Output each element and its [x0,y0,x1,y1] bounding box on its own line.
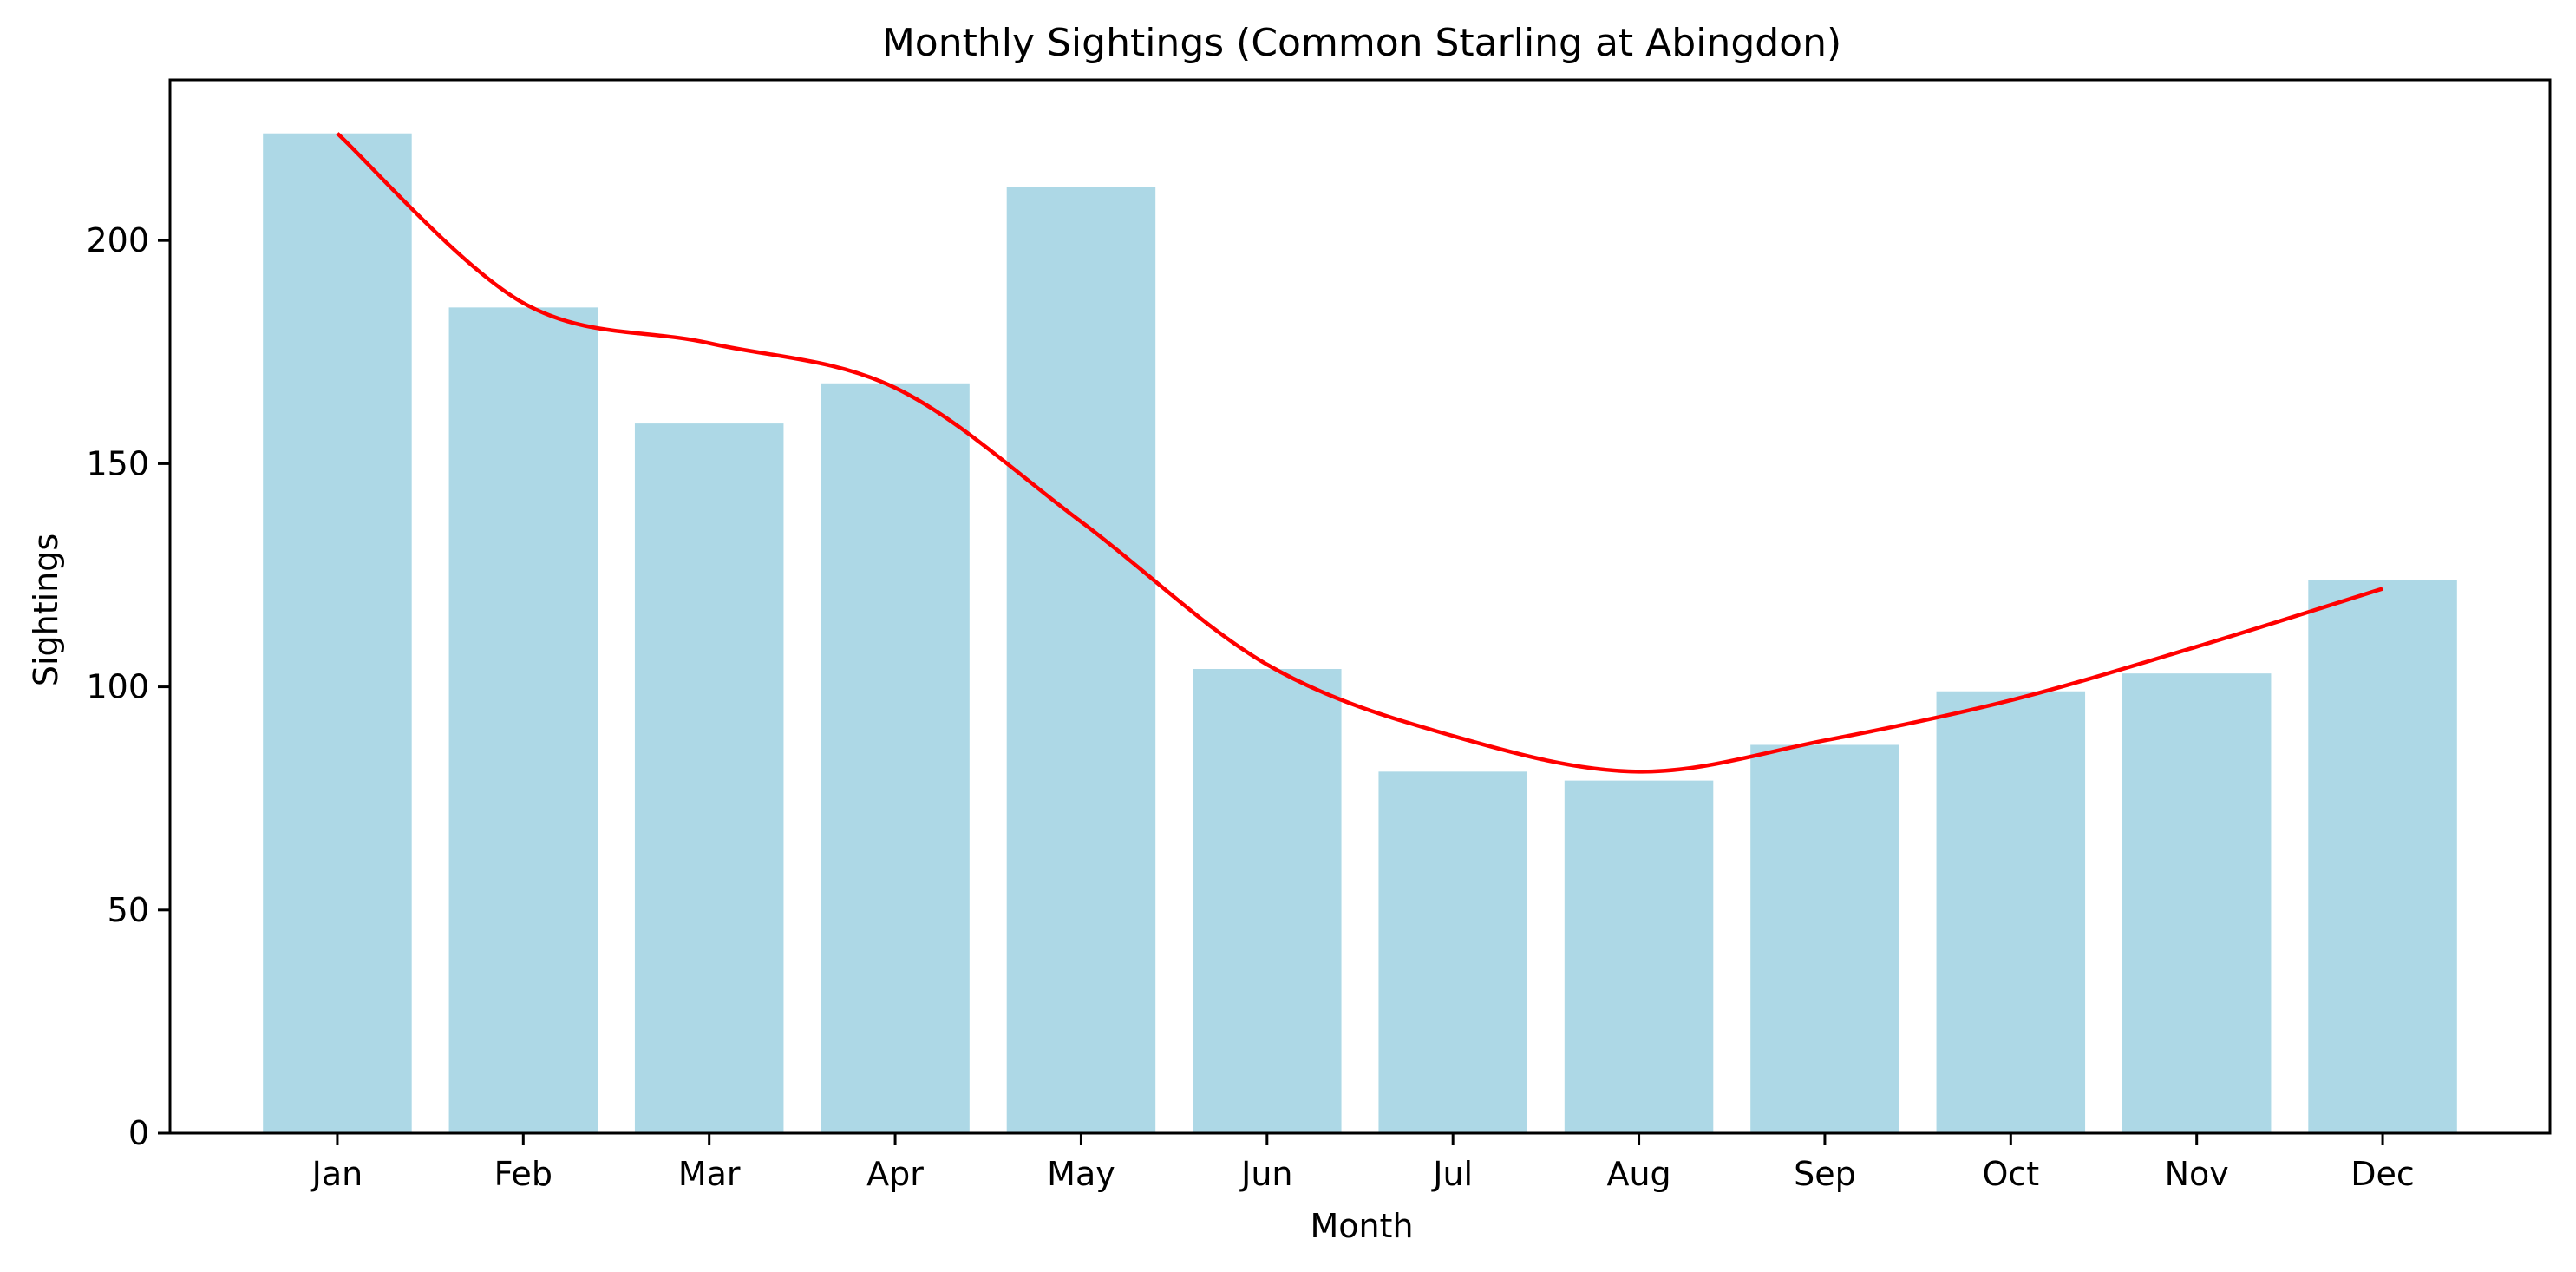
bars-layer [263,133,2457,1134]
y-tick-label: 50 [108,891,149,929]
x-tick-label-dec: Dec [2350,1155,2415,1193]
x-tick-label-jan: Jan [311,1155,363,1193]
x-axis-label: Month [1310,1207,1413,1245]
x-tick-label-apr: Apr [866,1155,924,1193]
x-tick-label-may: May [1047,1155,1115,1193]
axes-layer [168,78,2552,1135]
y-axis-ticks: 0 50 100 150 200 [86,221,170,1152]
x-tick-label-jul: Jul [1431,1155,1473,1193]
bar-dec [2308,580,2457,1133]
bar-feb [448,307,598,1134]
bar-oct [1936,691,2086,1133]
x-tick-label-jun: Jun [1239,1155,1292,1193]
y-tick-label: 100 [86,668,149,706]
x-tick-label-mar: Mar [678,1155,741,1193]
bar-jul [1378,771,1527,1133]
bar-mar [634,423,784,1134]
trend-line [336,132,2383,774]
x-tick-label-oct: Oct [1982,1155,2039,1193]
bar-sep [1750,744,1899,1133]
chart-title: Monthly Sightings (Common Starling at Ab… [882,21,1841,65]
bar-jan [263,133,412,1134]
bar-aug [1564,780,1714,1133]
bar-apr [821,383,970,1133]
y-tick-label: 150 [86,444,149,482]
x-axis-ticks: Jan Feb Mar Apr May Jun Jul Aug Sep Oct Nov Dec [311,1133,2415,1193]
x-tick-label-nov: Nov [2165,1155,2229,1193]
bar-may [1006,187,1156,1134]
bar-nov [2122,673,2272,1133]
trend-layer [336,132,2383,774]
plot-frame [168,78,2552,1135]
y-tick-label: 200 [86,221,149,259]
y-axis-label: Sightings [27,534,65,686]
x-tick-label-sep: Sep [1794,1155,1856,1193]
y-tick-label: 0 [128,1114,149,1152]
x-tick-label-feb: Feb [494,1155,552,1193]
bar-jun [1193,669,1342,1133]
x-tick-label-aug: Aug [1606,1155,1670,1193]
